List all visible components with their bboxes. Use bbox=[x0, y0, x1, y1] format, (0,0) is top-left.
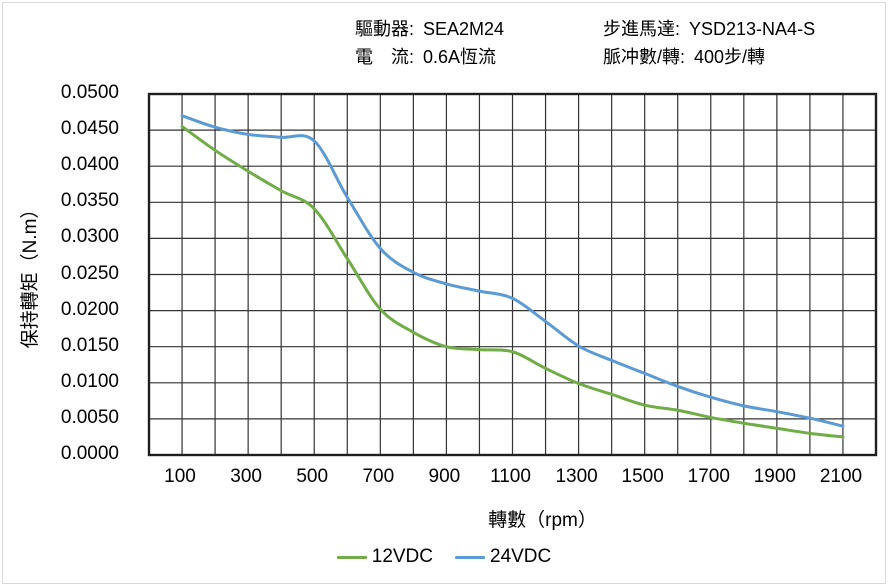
x-tick-label: 100 bbox=[164, 466, 196, 487]
y-tick-label: 0.0350 bbox=[60, 190, 119, 212]
series-curve-12vdc bbox=[180, 124, 845, 439]
x-axis-title: 轉數（rpm） bbox=[488, 510, 597, 531]
driver-value: SEA2M24 bbox=[423, 19, 505, 39]
current-label: 電 流: bbox=[355, 47, 415, 67]
x-tick-label: 2100 bbox=[819, 466, 863, 487]
x-tick-label: 500 bbox=[296, 466, 329, 487]
legend-label: 12VDC bbox=[371, 546, 433, 567]
legend-label: 24VDC bbox=[490, 546, 552, 567]
motor-info-block: 步進馬達: YSD213-NA4-S 脈冲數/轉: 400步/轉 bbox=[603, 15, 815, 71]
plot-area bbox=[147, 92, 878, 457]
legend-line-icon bbox=[455, 555, 485, 559]
y-tick-label: 0.0050 bbox=[60, 406, 119, 428]
y-tick-label: 0.0400 bbox=[60, 154, 119, 176]
legend: 12VDC 24VDC bbox=[3, 546, 885, 568]
motor-label: 步進馬達: bbox=[603, 19, 681, 39]
steps-label: 脈冲數/轉: bbox=[603, 47, 686, 67]
x-tick-label: 1100 bbox=[490, 466, 531, 487]
x-tick-label: 300 bbox=[230, 466, 262, 487]
current-value: 0.6A恆流 bbox=[423, 47, 497, 67]
legend-item-24vdc: 24VDC bbox=[455, 546, 551, 568]
x-tick-label: 1300 bbox=[555, 466, 598, 487]
steps-line: 脈冲數/轉: 400步/轉 bbox=[603, 43, 815, 71]
x-tick-label: 1900 bbox=[753, 466, 796, 487]
x-tick-label: 1700 bbox=[687, 466, 730, 487]
y-tick-label: 0.0000 bbox=[60, 443, 119, 464]
driver-line: 驅動器: SEA2M24 bbox=[355, 15, 504, 43]
plot-border bbox=[147, 92, 878, 457]
current-line: 電 流: 0.6A恆流 bbox=[355, 43, 504, 71]
series-curve-24vdc bbox=[180, 114, 845, 428]
y-tick-label: 0.0100 bbox=[60, 370, 119, 392]
motor-line: 步進馬達: YSD213-NA4-S bbox=[603, 15, 815, 43]
x-tick-label: 700 bbox=[362, 466, 395, 487]
y-tick-label: 0.0150 bbox=[60, 334, 119, 356]
y-tick-label: 0.0500 bbox=[60, 82, 119, 103]
legend-line-icon bbox=[336, 555, 367, 559]
y-tick-label: 0.0200 bbox=[60, 298, 119, 320]
driver-label: 驅動器: bbox=[355, 19, 415, 39]
motor-value: YSD213-NA4-S bbox=[689, 19, 816, 39]
legend-item-12vdc: 12VDC bbox=[336, 546, 433, 568]
y-tick-label: 0.0300 bbox=[60, 226, 119, 248]
steps-value: 400步/轉 bbox=[694, 47, 766, 67]
y-tick-label: 0.0450 bbox=[60, 118, 119, 140]
y-tick-label: 0.0250 bbox=[60, 262, 119, 284]
x-tick-label: 1500 bbox=[621, 466, 664, 487]
x-tick-label: 900 bbox=[428, 466, 461, 487]
driver-info-block: 驅動器: SEA2M24 電 流: 0.6A恆流 bbox=[355, 15, 504, 71]
